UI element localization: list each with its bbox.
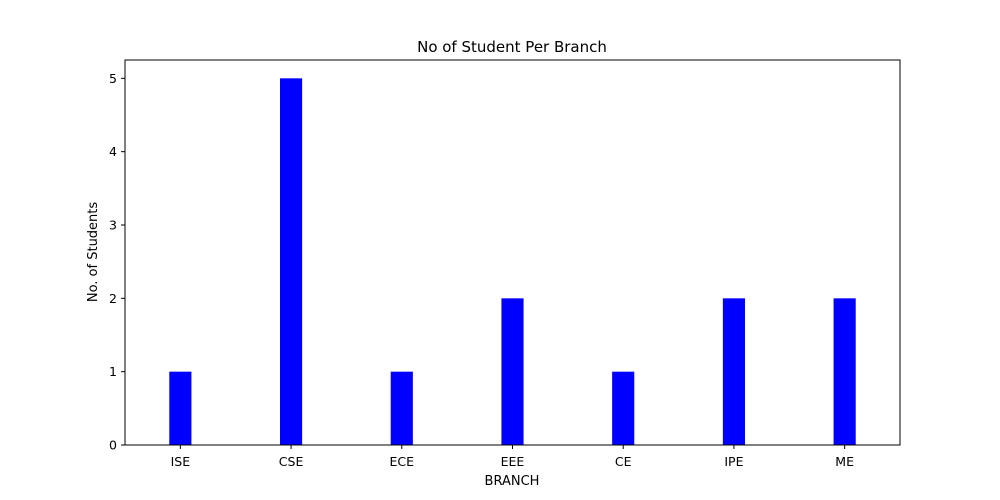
y-axis: 0 1 2 3 4 5 — [109, 71, 125, 453]
x-tick-label-ece: ECE — [390, 454, 415, 469]
x-axis-label: BRANCH — [485, 474, 540, 489]
bar-me — [833, 298, 856, 445]
bar-ipe — [722, 298, 745, 445]
x-tick-label-ce: CE — [615, 454, 632, 469]
x-tick-label-me: ME — [835, 454, 854, 469]
y-tick-label: 0 — [109, 438, 117, 453]
x-tick-label-ise: ISE — [171, 454, 191, 469]
y-tick-label: 2 — [109, 291, 117, 306]
x-axis: ISE CSE ECE EEE CE IPE ME — [171, 445, 854, 469]
x-tick-label-ipe: IPE — [724, 454, 743, 469]
y-tick-label: 5 — [109, 71, 117, 86]
bar-ise — [169, 371, 192, 445]
y-axis-label: No. of Students — [86, 202, 101, 303]
chart-title: No of Student Per Branch — [417, 38, 607, 56]
bar-cse — [280, 78, 303, 445]
bar-eee — [501, 298, 524, 445]
x-tick-label-eee: EEE — [501, 454, 525, 469]
x-tick-label-cse: CSE — [279, 454, 304, 469]
y-tick-label: 1 — [109, 364, 117, 379]
bar-ece — [390, 371, 413, 445]
bars-group — [169, 78, 856, 445]
y-tick-label: 3 — [109, 218, 117, 233]
bar-ce — [612, 371, 635, 445]
y-tick-label: 4 — [109, 144, 117, 159]
